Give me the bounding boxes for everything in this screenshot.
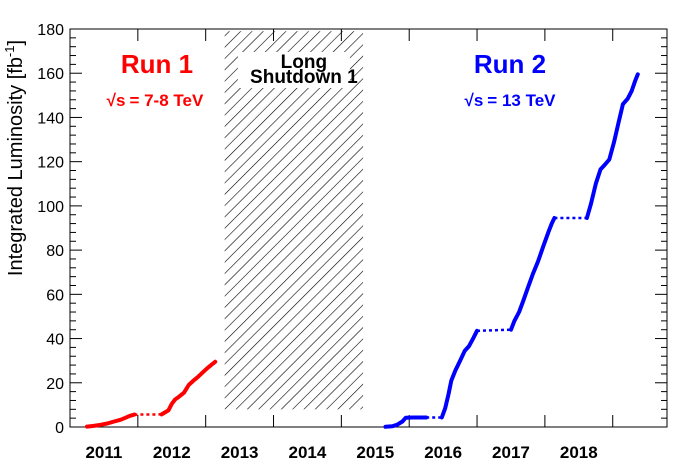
y-tick-label: 40 [46,332,64,349]
y-tick-label: 60 [46,287,64,304]
shutdown-label-line2: Shutdown 1 [250,67,358,88]
run2-solid-segment [584,72,640,220]
y-tick-label: 160 [37,66,64,83]
y-tick-label: 0 [55,420,64,437]
run2-solid-segment [509,216,557,332]
axes: 0 20 40 60 80 100 120 140 160 180 2011 2012 2013 2014… [37,22,668,462]
x-year-label: 2016 [424,443,462,462]
shutdown-hatched-region [224,31,364,410]
run1-energy-value: = 7-8 TeV [129,91,204,110]
x-year-label: 2017 [492,443,530,462]
run2-solid-segment [439,328,479,420]
x-year-label: 2012 [153,443,191,462]
y-axis-label-close: ] [5,40,27,46]
y-tick-label: 180 [37,22,64,39]
run2-solid-segment [383,415,429,429]
x-year-label: 2013 [221,443,259,462]
shutdown-label-line1: Long [281,52,327,73]
x-year-label: 2015 [356,443,394,462]
x-year-label: 2011 [85,443,122,462]
y-tick-label: 80 [46,243,64,260]
y-tick-label: 100 [37,199,64,216]
run1-solid-segment [85,412,137,429]
run2-dotted-segment [476,328,512,333]
y-axis-label-sup: -1 [2,45,17,57]
y-tick-label: 140 [37,110,64,127]
shutdown-label-backdrop [237,52,350,88]
run1-title: Run 1 [121,49,193,79]
run1-sqrt-s: √s [107,91,126,110]
y-tick-label: 20 [46,376,64,393]
run2-energy-value: = 13 TeV [487,91,556,110]
y-axis-label-main: Integrated Luminosity [fb [5,57,27,276]
y-tick-label: 120 [37,155,64,172]
run2-energy: √s = 13 TeV [465,91,557,110]
run1-solid-segment [159,359,218,417]
run2-sqrt-s: √s [465,91,484,110]
plot-frame [69,28,668,428]
x-year-label: 2018 [560,443,598,462]
x-year-label: 2014 [289,443,327,462]
y-axis-label: Integrated Luminosity [fb-1] [2,40,27,276]
run1-energy: √s = 7-8 TeV [107,91,204,110]
data-series [85,72,640,429]
run2-title: Run 2 [474,49,546,79]
